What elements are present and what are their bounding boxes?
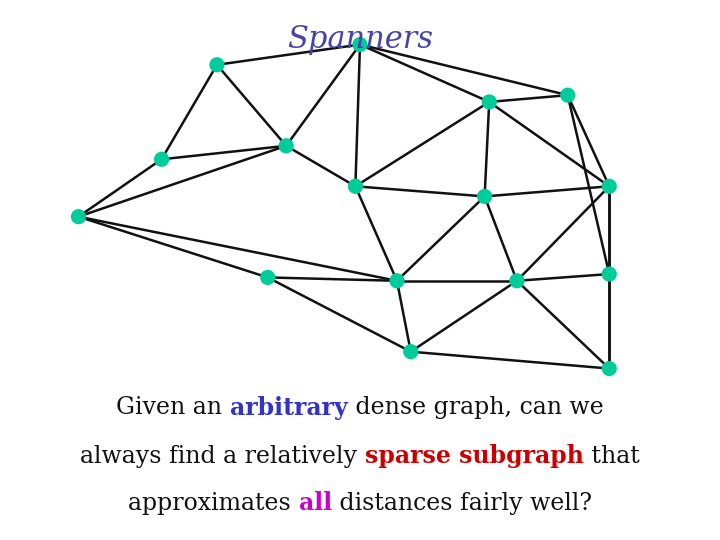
Point — [354, 40, 366, 49]
Point — [562, 91, 573, 99]
Point — [350, 182, 361, 191]
Point — [511, 276, 523, 285]
Point — [483, 98, 495, 106]
Text: always find a relatively: always find a relatively — [81, 445, 365, 468]
Point — [156, 155, 167, 164]
Text: approximates: approximates — [128, 492, 299, 515]
Point — [73, 212, 84, 221]
Text: arbitrary: arbitrary — [230, 396, 348, 420]
Point — [479, 192, 490, 201]
Point — [603, 269, 615, 278]
Text: Spanners: Spanners — [287, 24, 433, 55]
Text: Given an: Given an — [117, 396, 230, 419]
Point — [391, 276, 402, 285]
Point — [262, 273, 274, 282]
Point — [211, 60, 222, 69]
Text: dense graph, can we: dense graph, can we — [348, 396, 603, 419]
Point — [603, 364, 615, 373]
Point — [280, 141, 292, 150]
Point — [603, 182, 615, 191]
Text: sparse subgraph: sparse subgraph — [365, 444, 584, 468]
Text: that: that — [584, 445, 639, 468]
Point — [405, 347, 417, 356]
Text: distances fairly well?: distances fairly well? — [332, 492, 592, 515]
Text: all: all — [299, 491, 332, 515]
